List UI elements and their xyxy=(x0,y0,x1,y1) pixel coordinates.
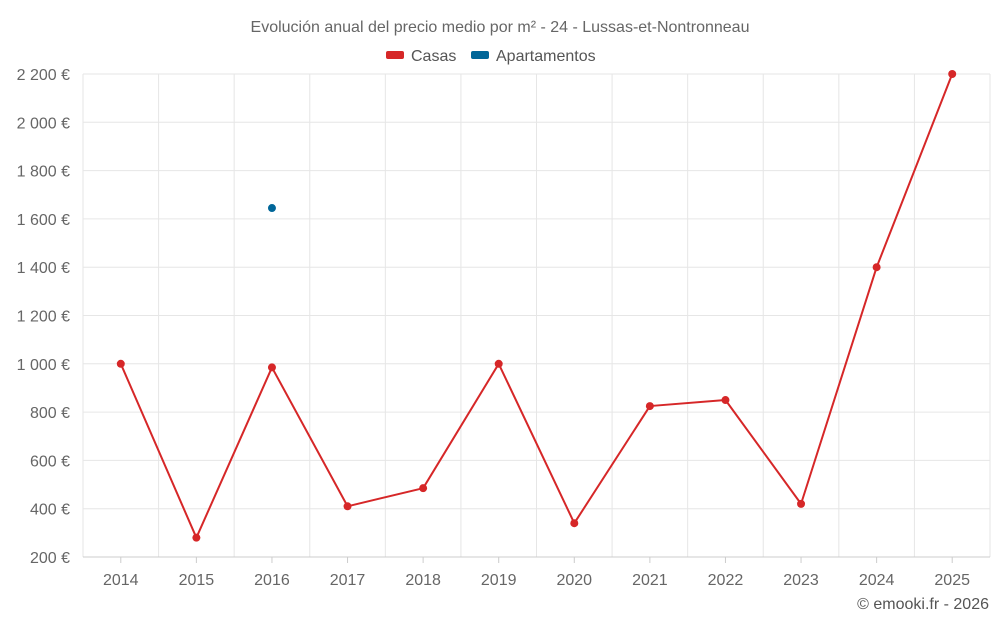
y-tick-label: 1 400 € xyxy=(17,260,70,277)
legend-label-apartamentos: Apartamentos xyxy=(496,48,596,65)
data-point-casas-2015[interactable] xyxy=(192,533,201,542)
x-tick-label: 2024 xyxy=(859,572,895,589)
y-tick-label: 1 000 € xyxy=(17,357,70,374)
x-axis-ticks: 2014 2015 2016 2017 2018 2019 2020 2021 2022 2023… xyxy=(103,557,970,589)
data-point-casas-2025[interactable] xyxy=(948,70,957,78)
data-point-casas-2014[interactable] xyxy=(116,359,125,368)
data-point-casas-2019[interactable] xyxy=(494,359,503,368)
data-point-casas-2017[interactable] xyxy=(343,502,352,511)
data-point-casas-2024[interactable] xyxy=(872,263,881,272)
x-tick-label: 2023 xyxy=(783,572,819,589)
x-tick-label: 2015 xyxy=(179,572,215,589)
data-point-casas-2022[interactable] xyxy=(721,396,730,405)
x-tick-label: 2014 xyxy=(103,572,139,589)
legend: Casas Apartamentos xyxy=(386,48,596,65)
x-tick-label: 2019 xyxy=(481,572,517,589)
x-tick-label: 2017 xyxy=(330,572,366,589)
x-tick-label: 2025 xyxy=(934,572,970,589)
legend-swatch-apartamentos xyxy=(471,51,489,59)
chart-title: Evolución anual del precio medio por m² … xyxy=(251,19,750,36)
legend-label-casas: Casas xyxy=(411,48,456,65)
data-point-casas-2023[interactable] xyxy=(797,499,806,508)
x-tick-label: 2016 xyxy=(254,572,290,589)
x-tick-label: 2022 xyxy=(708,572,744,589)
data-point-casas-2020[interactable] xyxy=(570,519,579,528)
y-tick-label: 800 € xyxy=(30,405,70,422)
series-line-casas xyxy=(119,73,954,539)
data-point-apartamentos-2016[interactable] xyxy=(267,204,276,213)
y-tick-label: 2 200 € xyxy=(17,67,70,84)
x-gridlines xyxy=(82,74,991,557)
y-tick-label: 1 800 € xyxy=(17,164,70,181)
series-casas xyxy=(116,70,957,542)
data-point-casas-2021[interactable] xyxy=(645,402,654,411)
y-axis-ticks: 200 € 400 € 600 € 800 € 1 000 € 1 200 € 1 400 … xyxy=(17,67,70,567)
series-apartamentos xyxy=(267,204,276,213)
y-tick-label: 1 600 € xyxy=(17,212,70,229)
y-tick-label: 400 € xyxy=(30,502,70,519)
y-tick-label: 600 € xyxy=(30,453,70,470)
legend-item-casas[interactable]: Casas xyxy=(386,48,456,65)
data-point-casas-2016[interactable] xyxy=(267,363,276,372)
y-tick-label: 2 000 € xyxy=(17,115,70,132)
y-tick-label: 1 200 € xyxy=(17,309,70,326)
x-tick-label: 2020 xyxy=(556,572,592,589)
y-tick-label: 200 € xyxy=(30,550,70,567)
data-point-casas-2018[interactable] xyxy=(419,484,428,493)
credit-text: © emooki.fr - 2026 xyxy=(857,596,989,613)
x-tick-label: 2018 xyxy=(405,572,441,589)
legend-item-apartamentos[interactable]: Apartamentos xyxy=(471,48,596,65)
x-tick-label: 2021 xyxy=(632,572,668,589)
legend-swatch-casas xyxy=(386,51,404,59)
series-layer xyxy=(116,70,957,542)
